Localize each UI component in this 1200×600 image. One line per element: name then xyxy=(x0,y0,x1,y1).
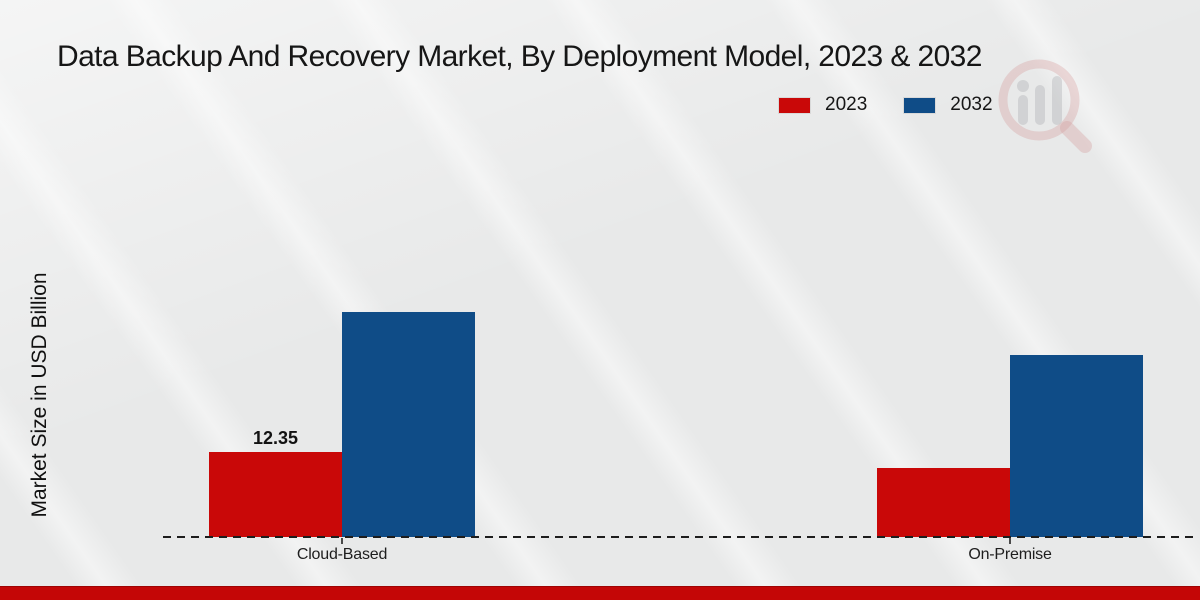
legend-swatch-2023 xyxy=(778,96,811,114)
bar-cloud-based-2032 xyxy=(342,312,475,537)
bottom-accent-bar xyxy=(0,586,1200,600)
legend-swatch-2032 xyxy=(903,96,937,114)
bar-value-label: 12.35 xyxy=(252,428,299,448)
x-axis-tick-cloud-based xyxy=(341,538,343,544)
chart-title: Data Backup And Recovery Market, By Depl… xyxy=(57,40,982,73)
legend-item-2023: 2023 xyxy=(778,94,867,116)
bar-on-premise-2023 xyxy=(877,468,1010,537)
y-axis-label: Market Size in USD Billion xyxy=(28,272,51,518)
x-axis-dashed-line xyxy=(163,536,1197,538)
legend-label-2023: 2023 xyxy=(825,94,868,115)
category-label-cloud-based: Cloud-Based xyxy=(296,546,388,563)
legend: 2023 2032 xyxy=(778,94,993,116)
category-label-on-premise: On-Premise xyxy=(968,546,1052,563)
magnifier-bar-chart-watermark-icon xyxy=(998,59,1092,153)
legend-label-2032: 2032 xyxy=(950,94,993,115)
x-axis-tick-on-premise xyxy=(1009,538,1011,544)
bar-on-premise-2032 xyxy=(1010,355,1143,537)
bar-cloud-based-2023 xyxy=(209,452,342,537)
legend-item-2032: 2032 xyxy=(903,94,993,116)
